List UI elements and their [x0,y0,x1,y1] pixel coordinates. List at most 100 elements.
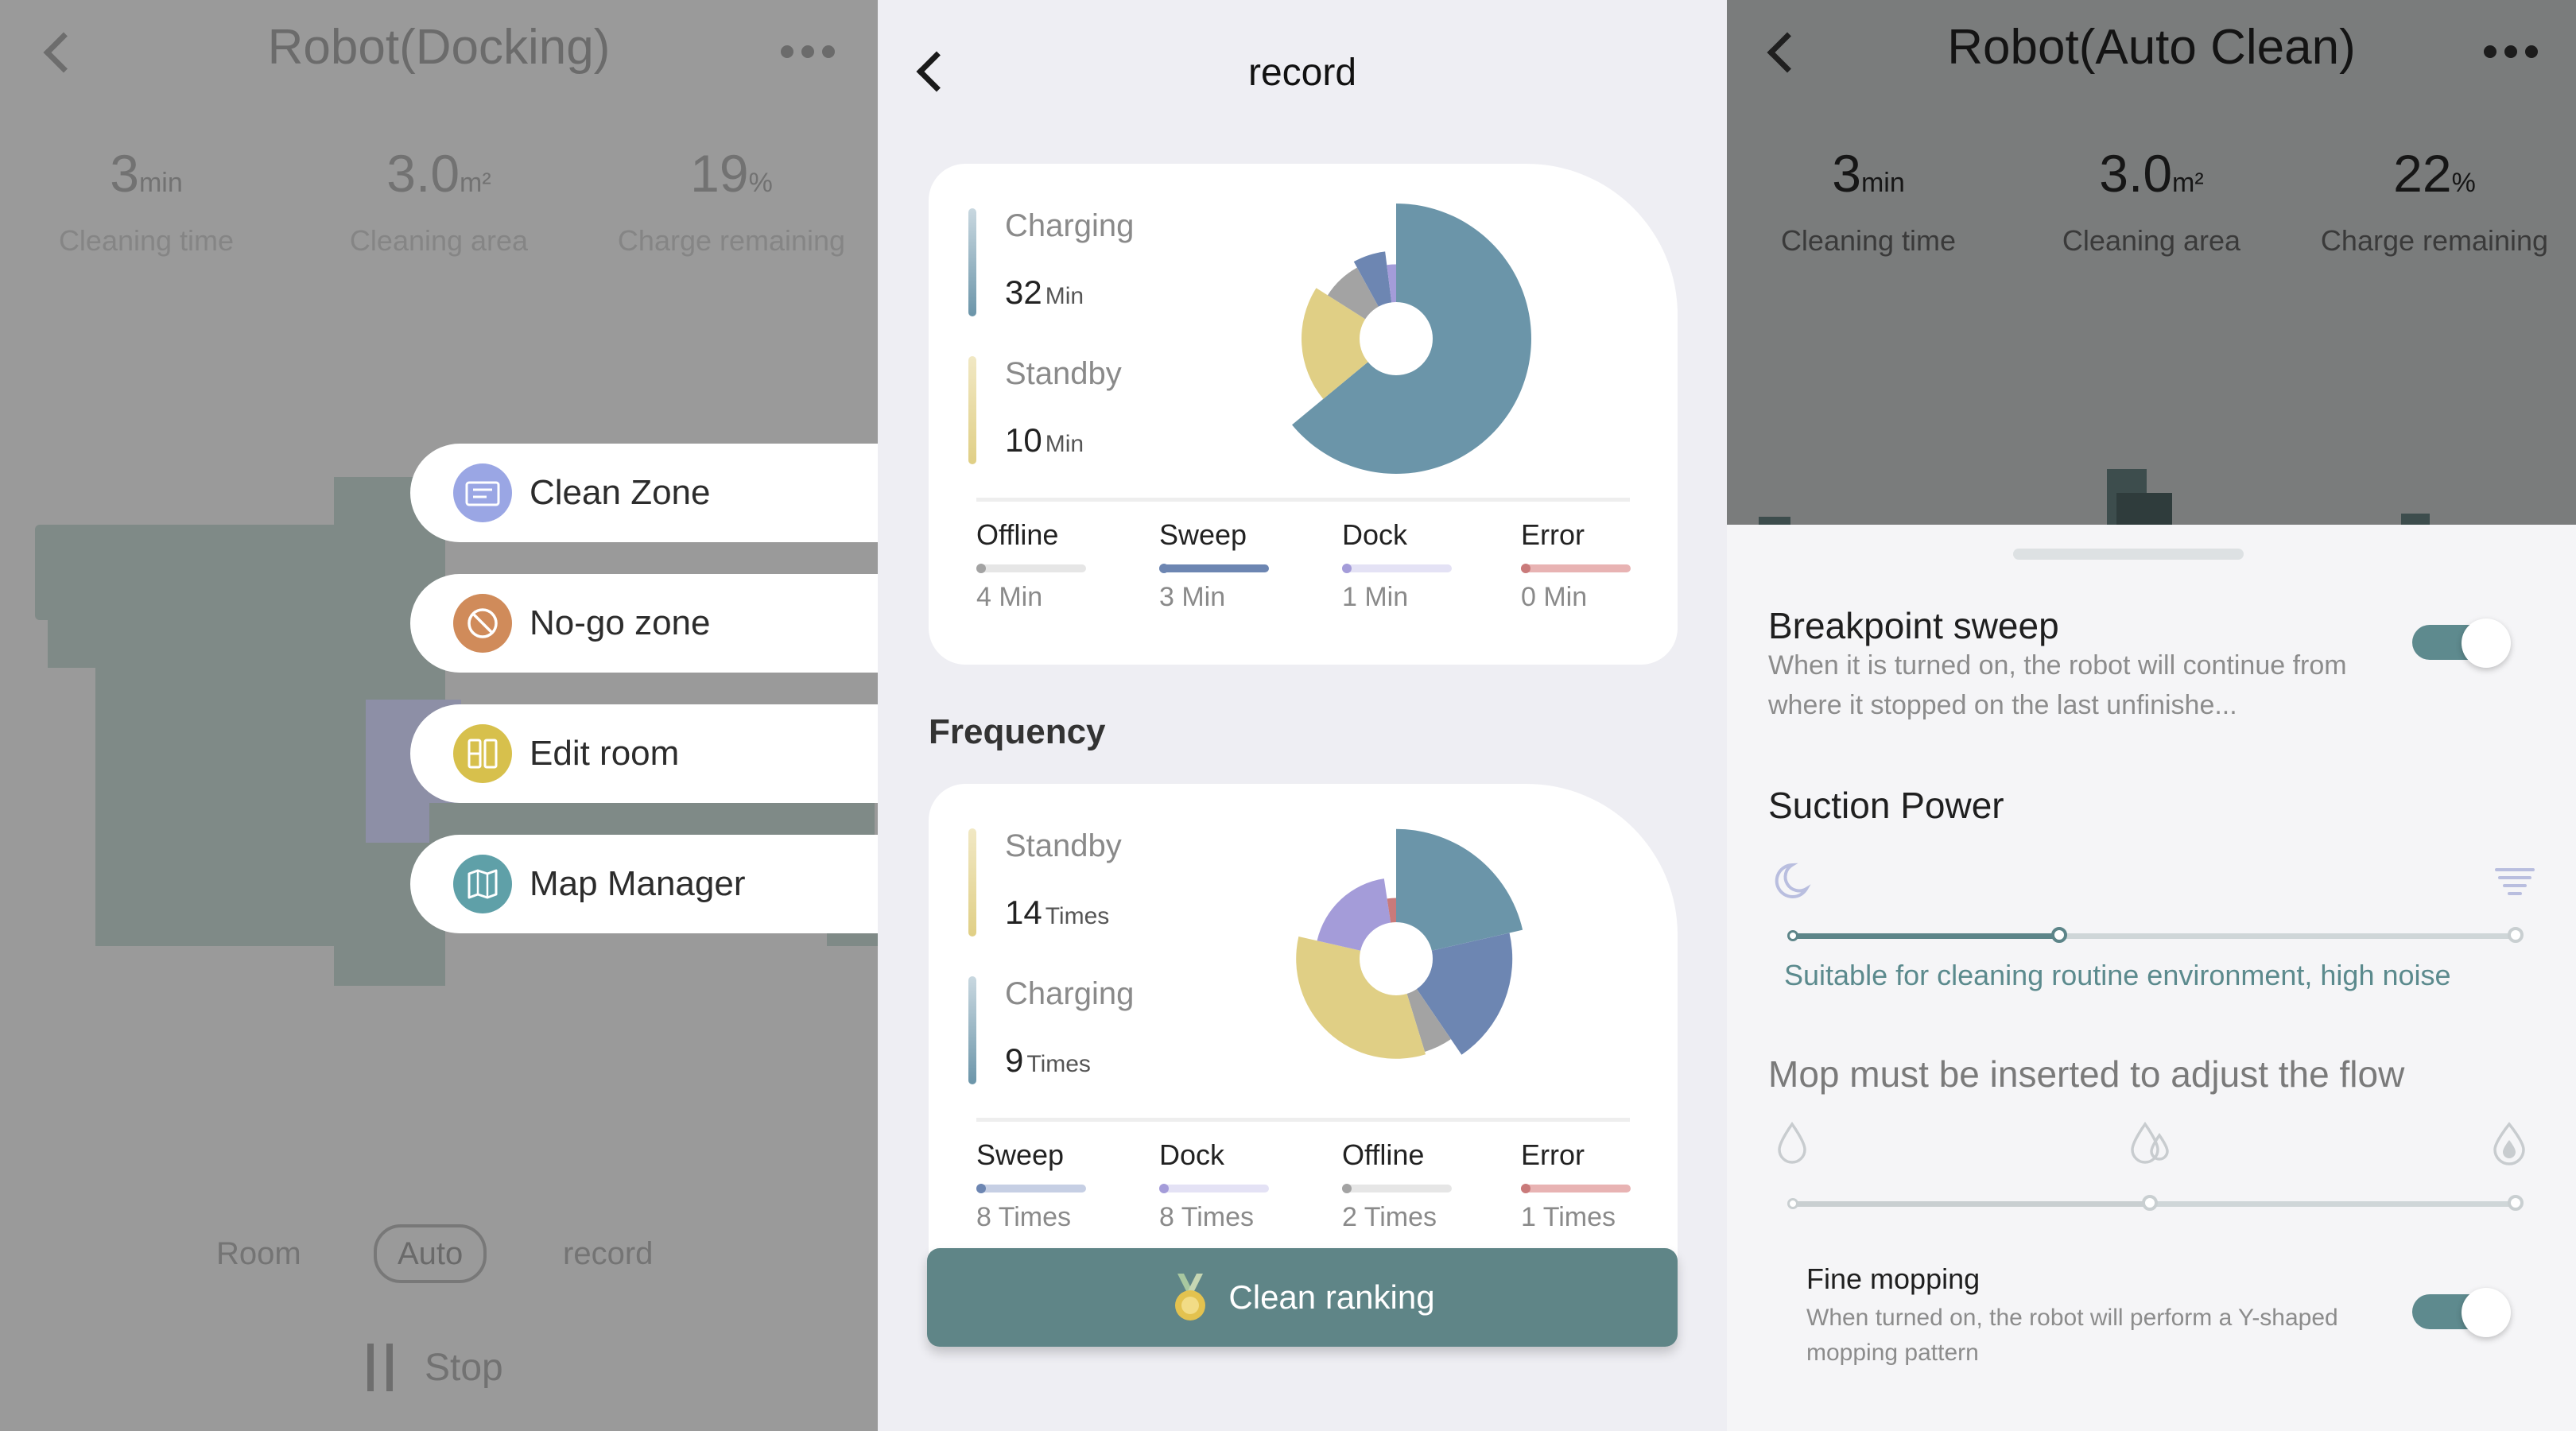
cleaning-area-label: Cleaning area [349,224,529,257]
tab-auto[interactable]: Auto [374,1224,487,1283]
tab-room[interactable]: Room [216,1236,301,1271]
charge-unit: % [2451,168,2476,198]
charge-label: Charge remaining [2320,224,2549,257]
divider [976,1118,1630,1122]
metric-sweep: Sweep 8 Times [976,1138,1096,1233]
metric-dock: Dock 8 Times [1159,1138,1278,1233]
cleaning-time-label: Cleaning time [1780,224,1957,257]
legend-label: Charging [1005,976,1135,1011]
fine-mopping-toggle[interactable] [2412,1288,2511,1337]
suction-slider-thumb[interactable] [2051,927,2067,943]
divider [976,498,1630,502]
tab-record[interactable]: record [563,1236,654,1271]
fine-mopping-desc: When turned on, the robot will perform a… [1806,1305,2338,1366]
top-bar: Robot(Docking) [0,0,878,111]
metric-label: Offline [976,518,1059,551]
breakpoint-sweep-toggle[interactable] [2412,619,2511,668]
pie-center-hole [1360,302,1433,375]
drag-handle[interactable] [2013,549,2244,560]
charge-remaining-stat: 19% Charge remaining [585,140,878,258]
metric-value: 8 Times [976,1202,1072,1232]
cleaning-area-stat: 3.0m² Cleaning area [2010,140,2293,258]
stop-label: Stop [425,1346,503,1389]
cleaning-area-value: 3.0 [2099,144,2173,203]
legend-bar [968,208,976,316]
mode-tabs: Room Auto record [0,1224,878,1283]
cleaning-time-label: Cleaning time [58,224,235,257]
cleaning-area-value: 3.0 [386,144,460,203]
metric-dock: Dock 1 Min [1342,518,1461,613]
mop-max-stop [2508,1195,2524,1211]
no-go-zone-icon [453,594,512,653]
legend-bar [968,828,976,937]
edit-room-icon [453,724,512,783]
page-title: record [1247,52,1357,94]
charge-remaining-stat: 22% Charge remaining [2293,140,2576,258]
suction-hint: Suitable for cleaning routine environmen… [1784,959,2451,991]
metric-bar [976,1184,1086,1193]
stop-button[interactable]: Stop [367,1344,503,1391]
low-water-drop-icon [1778,1122,1806,1164]
pie-center-hole [1360,922,1433,995]
legend-unit: Times [1045,903,1110,929]
clean-zone-icon [453,463,512,522]
legend-bar [968,356,976,464]
legend-number: 14 [1005,894,1042,931]
more-options-icon[interactable] [781,45,835,58]
metric-label: Offline [1342,1138,1425,1171]
edit-room-label: Edit room [530,734,680,773]
suction-min-stop [1787,930,1798,941]
cleaning-area-stat: 3.0m² Cleaning area [293,140,585,258]
legend-label: Standby [1005,828,1122,863]
metric-offline: Offline 2 Times [1342,1138,1461,1233]
metric-bar [1159,564,1269,573]
clean-ranking-button[interactable]: Clean ranking [927,1248,1678,1347]
more-options-icon[interactable] [2484,45,2538,58]
clean-zone-label: Clean Zone [530,473,711,512]
metric-label: Error [1521,1138,1585,1171]
metric-label: Sweep [976,1138,1065,1171]
no-go-zone-button[interactable]: No-go zone [410,574,878,673]
settings-sheet: Breakpoint sweep When it is turned on, t… [1727,525,2576,1431]
map-manager-icon [453,855,512,913]
record-screen: record Charging 32 Min Standby 10 Min Offl… [878,0,1727,1431]
legend-bar [968,976,976,1084]
mop-slider-thumb[interactable] [2142,1195,2158,1211]
cleaning-time-value: 3 [1832,144,1861,203]
edit-room-button[interactable]: Edit room [410,704,878,803]
pie-slice-standby [1302,288,1396,399]
cleaning-time-unit: min [1860,168,1905,198]
cleaning-area-unit: m² [460,168,491,198]
page-title: Robot(Auto Clean) [1947,20,2356,75]
max-suction-tornado-icon [2495,868,2535,895]
map-manager-button[interactable]: Map Manager [410,835,878,933]
stats-row: 3min Cleaning time 3.0m² Cleaning area 2… [1727,140,2576,258]
metric-label: Dock [1342,518,1408,551]
metric-label: Error [1521,518,1585,551]
metric-offline: Offline 4 Min [976,518,1096,613]
legend-value: 9 Times [1005,1041,1091,1080]
legend-value: 10 Min [1005,421,1084,460]
no-go-zone-label: No-go zone [530,603,711,642]
clean-ranking-label: Clean ranking [1228,1278,1435,1316]
metric-value: 3 Min [1159,582,1226,612]
metric-label: Dock [1159,1138,1225,1171]
metric-value: 1 Min [1342,582,1409,612]
metric-value: 4 Min [976,582,1043,612]
cleaning-area-unit: m² [2172,168,2204,198]
map-manager-label: Map Manager [530,864,746,903]
legend-value: 32 Min [1005,273,1084,312]
mop-min-stop [1787,1198,1798,1209]
metric-label: Sweep [1159,518,1247,551]
medal-icon [1175,1274,1206,1320]
charge-label: Charge remaining [617,224,846,257]
clean-zone-button[interactable]: Clean Zone [410,444,878,542]
robot-auto-clean-screen: Robot(Auto Clean) 3min Cleaning time 3.0… [1727,0,2576,1431]
metric-bar [1521,564,1631,573]
cleaning-time-value: 3 [110,144,139,203]
duration-pie-chart [1292,204,1531,474]
suction-max-stop [2508,927,2524,943]
legend-value: 14 Times [1005,894,1109,932]
fine-mopping-title: Fine mopping [1806,1262,1980,1295]
suction-power-title: Suction Power [1768,785,2004,826]
